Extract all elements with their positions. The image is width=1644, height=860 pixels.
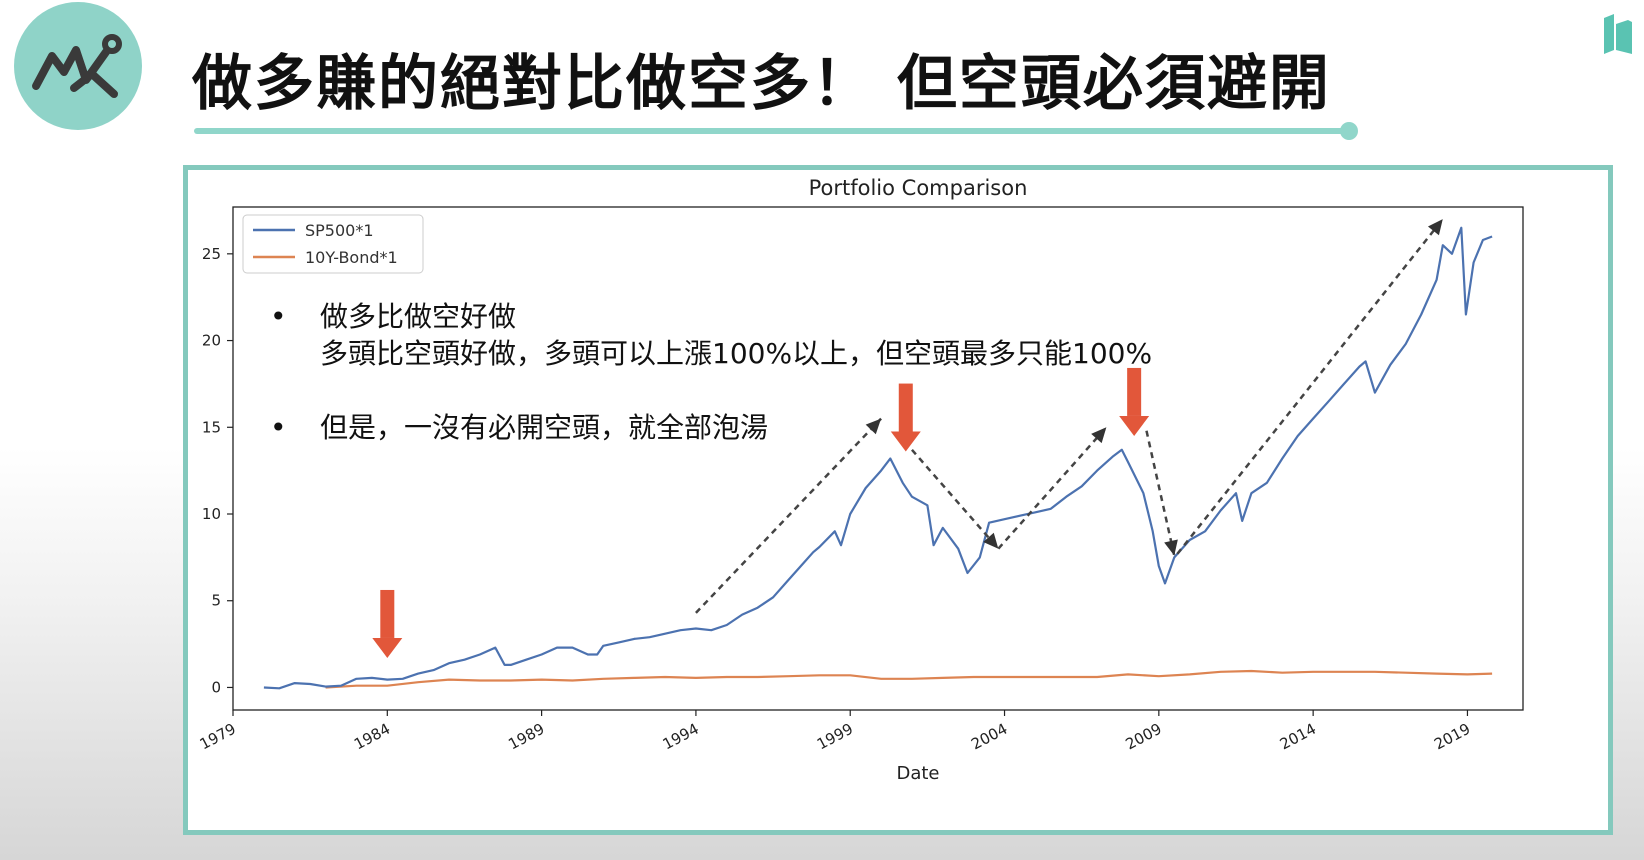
logo-badge	[14, 2, 142, 130]
chart-legend: SP500*1 10Y-Bond*1	[242, 214, 424, 274]
title-underline	[194, 128, 1350, 134]
dashed-trend-arrow	[1176, 218, 1444, 555]
x-axis-label: Date	[896, 763, 939, 784]
title-underline-dot	[1340, 122, 1358, 140]
dashed-trend-arrow	[695, 417, 882, 614]
trend-arrow-head	[983, 532, 999, 549]
note-line: 但是，一沒有必開空頭，就全部泡湯	[320, 411, 769, 444]
trend-arrow-head	[1091, 427, 1107, 444]
chart-series	[263, 226, 1493, 690]
notes-box: • 做多比做空好做 多頭比空頭好做，多頭可以上漲100%以上，但空頭最多只能10…	[270, 298, 1152, 483]
y-tick-label: 0	[211, 678, 221, 696]
x-tick-label: 1984	[351, 720, 393, 754]
trend-arrow-head	[865, 418, 882, 435]
y-tick-label: 5	[211, 592, 221, 610]
bookmark-logo-icon	[1604, 14, 1632, 54]
legend-label: SP500*1	[305, 221, 374, 240]
down-arrow-shaft	[1127, 367, 1142, 416]
line-chart-icon	[32, 34, 122, 98]
down-arrow-shaft	[898, 383, 913, 432]
trend-arrow-head	[1427, 219, 1443, 236]
slide-title: 做多賺的絕對比做空多！ 但空頭必須避開	[192, 49, 1331, 119]
note-line: 多頭比空頭好做，多頭可以上漲100%以上，但空頭最多只能100%	[320, 337, 1153, 370]
y-tick-label: 15	[202, 418, 221, 436]
chart-title: Portfolio Comparison	[809, 176, 1028, 200]
y-tick-label: 25	[202, 245, 221, 263]
chart-frame	[183, 165, 1613, 835]
series-line-sp500	[263, 226, 1493, 690]
dashed-trend-arrow	[997, 426, 1108, 550]
x-tick-label: 2009	[1123, 720, 1165, 754]
x-tick-label: 2014	[1277, 720, 1319, 754]
down-arrow-head	[1119, 415, 1150, 436]
series-line-bond	[325, 669, 1493, 689]
down-arrow-head	[890, 431, 921, 452]
legend-label: 10Y-Bond*1	[305, 248, 398, 267]
bullet-dot: •	[270, 300, 287, 333]
plot-area	[232, 206, 1524, 711]
note-item: • 做多比做空好做 多頭比空頭好做，多頭可以上漲100%以上，但空頭最多只能10…	[270, 298, 1152, 372]
note-line: 做多比做空好做	[320, 300, 517, 333]
x-tick-label: 2004	[968, 720, 1010, 754]
trend-arrow-head	[1164, 539, 1178, 556]
x-tick-label: 1994	[660, 720, 702, 754]
bullet-dot: •	[270, 411, 287, 444]
chart-annotations	[372, 218, 1444, 658]
down-arrow-shaft	[380, 589, 395, 638]
note-item: • 但是，一沒有必開空頭，就全部泡湯	[270, 409, 1152, 446]
x-tick-label: 2019	[1431, 720, 1473, 754]
y-tick-label: 10	[202, 505, 221, 523]
down-arrow-head	[372, 637, 403, 658]
portfolio-chart: 1979 1984 1989 1994 1999 2004 2009 2014 2019 0 5 10…	[197, 176, 1524, 784]
x-tick-label: 1999	[814, 720, 856, 754]
y-tick-label: 20	[202, 332, 221, 350]
x-tick-label: 1989	[505, 720, 547, 754]
x-tick-label: 1979	[197, 720, 239, 754]
